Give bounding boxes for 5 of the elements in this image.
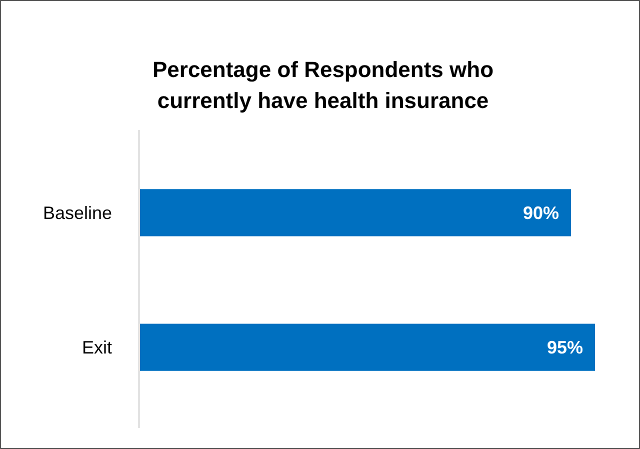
data-label: 95% xyxy=(546,338,583,358)
chart-title: Percentage of Respondents who currently have health insurance xyxy=(152,57,494,113)
y-tick-label: Exit xyxy=(82,338,112,358)
y-tick-label: Baseline xyxy=(42,202,112,223)
data-label: 90% xyxy=(523,202,560,223)
